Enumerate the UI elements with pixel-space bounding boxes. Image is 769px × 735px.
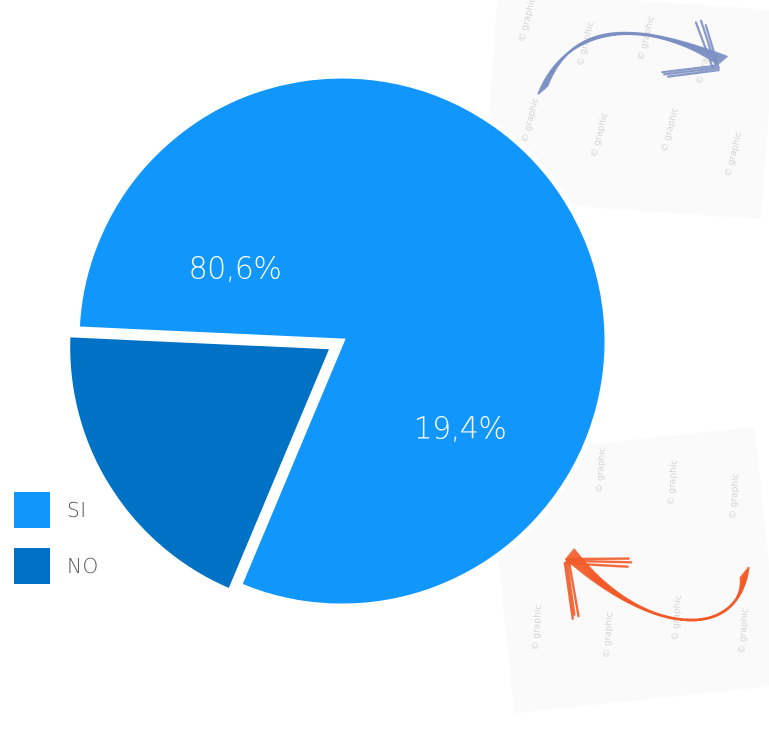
legend-swatch-no — [14, 548, 50, 584]
legend: SI NO — [14, 492, 99, 604]
legend-item-no: NO — [14, 548, 99, 584]
curved-arrow-icon-bottom: © graphic © graphic © graphic © graphic … — [487, 426, 769, 714]
svg-text:© graphic: © graphic — [737, 608, 750, 654]
legend-label-si: SI — [67, 498, 87, 522]
data-label-no: 19,4% — [414, 412, 507, 447]
legend-item-si: SI — [14, 492, 99, 528]
legend-swatch-si — [14, 492, 50, 528]
svg-text:© graphic: © graphic — [602, 612, 615, 658]
pie-slice-no — [65, 332, 337, 595]
svg-text:© graphic: © graphic — [728, 473, 741, 519]
svg-text:© graphic: © graphic — [531, 604, 544, 650]
svg-text:© graphic: © graphic — [595, 447, 608, 493]
curved-arrow-icon-top: © graphic © graphic © graphic © graphic … — [483, 0, 769, 220]
svg-text:© graphic: © graphic — [666, 459, 679, 505]
data-label-si: 80,6% — [189, 252, 282, 287]
legend-label-no: NO — [67, 554, 99, 578]
pie-slice-si — [74, 73, 610, 609]
